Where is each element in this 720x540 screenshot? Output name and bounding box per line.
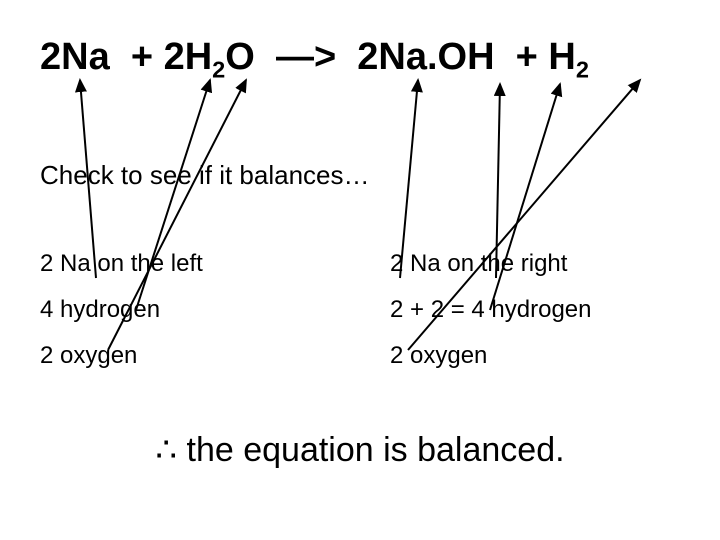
chemical-equation: 2Na + 2H2O —> 2Na.OH + H2 <box>40 36 680 84</box>
left-column: 2 Na on the left 4 hydrogen 2 oxygen <box>40 250 330 370</box>
conclusion-text: the equation is balanced. <box>187 431 565 469</box>
check-balance-text: Check to see if it balances… <box>40 160 370 191</box>
left-row: 4 hydrogen <box>40 296 330 324</box>
right-row: 2 + 2 = 4 hydrogen <box>390 296 680 324</box>
balance-columns: 2 Na on the left 4 hydrogen 2 oxygen 2 N… <box>40 250 680 370</box>
right-row: 2 Na on the right <box>390 250 680 278</box>
left-row: 2 oxygen <box>40 342 330 370</box>
left-row: 2 Na on the left <box>40 250 330 278</box>
slide-container: 2Na + 2H2O —> 2Na.OH + H2 Check to see i… <box>0 0 720 540</box>
arrow-line <box>400 80 418 278</box>
right-column: 2 Na on the right 2 + 2 = 4 hydrogen 2 o… <box>390 250 680 370</box>
therefore-symbol: ∴ <box>155 432 177 469</box>
conclusion-line: ∴ the equation is balanced. <box>0 430 720 470</box>
arrow-line <box>496 84 500 278</box>
right-row: 2 oxygen <box>390 342 680 370</box>
